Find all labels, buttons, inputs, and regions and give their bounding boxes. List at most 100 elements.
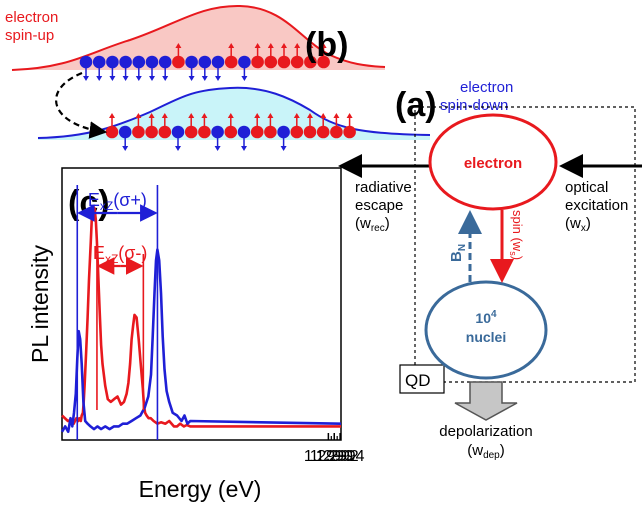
optical-rate-suffix: ) bbox=[586, 215, 591, 232]
panel-b: electron spin-up electron spin-down (b) bbox=[5, 4, 513, 151]
spin-up-arrowhead bbox=[227, 113, 234, 118]
spin-down-arrowhead bbox=[162, 76, 169, 81]
nuclei-circle bbox=[424, 280, 548, 380]
x-tick-label: 1.2994 bbox=[316, 448, 365, 465]
spin-up-arrowhead bbox=[135, 113, 142, 118]
x-tick-label: 1.2990 bbox=[304, 448, 353, 465]
nucleus-spin-up bbox=[290, 125, 304, 139]
spin-up-arrowhead bbox=[281, 43, 287, 48]
spin-up-arrowhead bbox=[254, 43, 261, 48]
spin-up-label-line1: electron bbox=[5, 9, 58, 26]
spin-up-envelope bbox=[12, 5, 385, 70]
nucleus-spin-down bbox=[92, 55, 106, 69]
nucleus-spin-up bbox=[158, 125, 172, 139]
zeeman-splitting-annotations: ExZ(σ+) ExZ(σ-) bbox=[76, 185, 159, 440]
radiative-escape-line1: radiative bbox=[355, 179, 412, 196]
optical-rate-sub: x bbox=[581, 223, 586, 234]
nucleus-spin-up bbox=[250, 125, 264, 139]
depol-rate-prefix: (w bbox=[467, 442, 483, 459]
spin-up-arrowhead bbox=[175, 43, 182, 48]
y-axis-label: PL intensity bbox=[27, 244, 53, 363]
nucleus-spin-up bbox=[251, 55, 264, 69]
qd-label: QD bbox=[405, 371, 431, 390]
spin-up-nuclei-chain bbox=[79, 43, 330, 81]
nucleus-spin-down bbox=[106, 55, 119, 69]
panel-a: (a) QD electron 104 nuclei spin (ws) BN … bbox=[338, 86, 642, 461]
nucleus-spin-down bbox=[119, 55, 132, 69]
spin-rate-label: spin (ws) bbox=[508, 210, 525, 260]
depol-rate-suffix: ) bbox=[500, 442, 505, 459]
nucleus-spin-down bbox=[238, 55, 251, 69]
depolarization-arrow bbox=[454, 381, 518, 421]
spin-down-curve bbox=[37, 86, 431, 139]
spin-up-arrowhead bbox=[188, 113, 195, 118]
bn-label: BN bbox=[448, 244, 468, 262]
spin-up-arrowhead bbox=[346, 113, 353, 118]
nuclei-count: 104 bbox=[475, 309, 497, 326]
spin-down-arrowhead bbox=[175, 146, 181, 151]
nucleus-spin-up bbox=[105, 125, 119, 139]
radiative-escape-line2: escape bbox=[355, 197, 403, 214]
nucleus-spin-down bbox=[211, 55, 225, 69]
nucleus-spin-down bbox=[118, 125, 132, 139]
panel-label-b: (b) bbox=[305, 26, 348, 64]
nucleus-spin-up bbox=[264, 55, 278, 69]
nucleus-spin-down bbox=[79, 55, 93, 69]
optical-excitation-line2: excitation bbox=[565, 197, 628, 214]
spin-up-arrowhead bbox=[267, 113, 274, 118]
nucleus-spin-up bbox=[303, 125, 317, 139]
spin-up-arrowhead bbox=[228, 43, 235, 48]
spin-down-arrowhead bbox=[188, 76, 195, 81]
qd-boundary-box bbox=[414, 106, 636, 383]
nucleus-spin-down bbox=[132, 55, 146, 69]
spin-down-arrowhead bbox=[96, 76, 103, 81]
panel-label-a: (a) bbox=[395, 86, 437, 124]
nucleus-spin-up bbox=[317, 55, 330, 69]
spin-up-arrowhead bbox=[333, 113, 340, 118]
spin-up-arrowhead bbox=[161, 113, 168, 118]
nuclei-label: nuclei bbox=[466, 329, 506, 345]
nucleus-spin-down bbox=[237, 125, 251, 139]
spin-down-arrowhead bbox=[215, 76, 221, 81]
nucleus-spin-up bbox=[224, 125, 238, 139]
spin-up-arrowhead bbox=[254, 113, 261, 118]
pl-spectra bbox=[60, 204, 342, 434]
spin-up-arrowhead bbox=[201, 113, 208, 118]
nucleus-spin-up bbox=[304, 55, 317, 69]
spin-up-arrowhead bbox=[109, 113, 115, 118]
nucleus-spin-up bbox=[277, 55, 291, 69]
spin-up-arrowhead bbox=[267, 43, 274, 48]
spin-up-arrowhead bbox=[307, 43, 314, 48]
spin-down-arrowhead bbox=[201, 76, 208, 81]
spin-up-curve bbox=[11, 4, 386, 71]
nucleus-spin-up bbox=[290, 55, 304, 69]
nucleus-spin-down bbox=[198, 55, 212, 69]
nucleus-spin-up bbox=[264, 125, 277, 139]
spin-down-arrowhead bbox=[122, 76, 129, 81]
nucleus-spin-up bbox=[343, 125, 356, 139]
depol-rate-sub: dep bbox=[483, 450, 500, 461]
optical-rate-prefix: (w bbox=[565, 215, 581, 232]
plot-frame bbox=[61, 167, 342, 441]
spin-down-nuclei-chain bbox=[105, 113, 356, 151]
series-sigma-plus-line bbox=[60, 248, 342, 434]
nucleus-spin-up bbox=[330, 125, 343, 139]
optical-excitation-rate: (wx) bbox=[565, 215, 591, 234]
bn-label-main: B bbox=[448, 251, 465, 262]
radiative-rate-sub: rec bbox=[371, 223, 385, 234]
x-axis-label: Energy (eV) bbox=[139, 476, 262, 502]
spin-rate-suffix: ) bbox=[510, 256, 525, 260]
spin-rate-sub: s bbox=[508, 251, 518, 256]
nucleus-spin-up bbox=[172, 55, 185, 69]
spin-up-arrowhead bbox=[294, 43, 301, 48]
nucleus-spin-down bbox=[185, 55, 198, 69]
nucleus-spin-up bbox=[224, 55, 238, 69]
spin-down-arrowhead bbox=[83, 76, 89, 81]
spin-flip-transfer-arrow bbox=[54, 71, 108, 139]
splitting-label: ExZ(σ-) bbox=[93, 243, 147, 266]
spin-down-arrowhead bbox=[241, 76, 248, 81]
series-sigma-minus-line bbox=[61, 204, 341, 428]
qd-label-box bbox=[399, 364, 445, 394]
depolarization-rate: (wdep) bbox=[467, 442, 505, 461]
nucleus-spin-down bbox=[277, 125, 290, 139]
